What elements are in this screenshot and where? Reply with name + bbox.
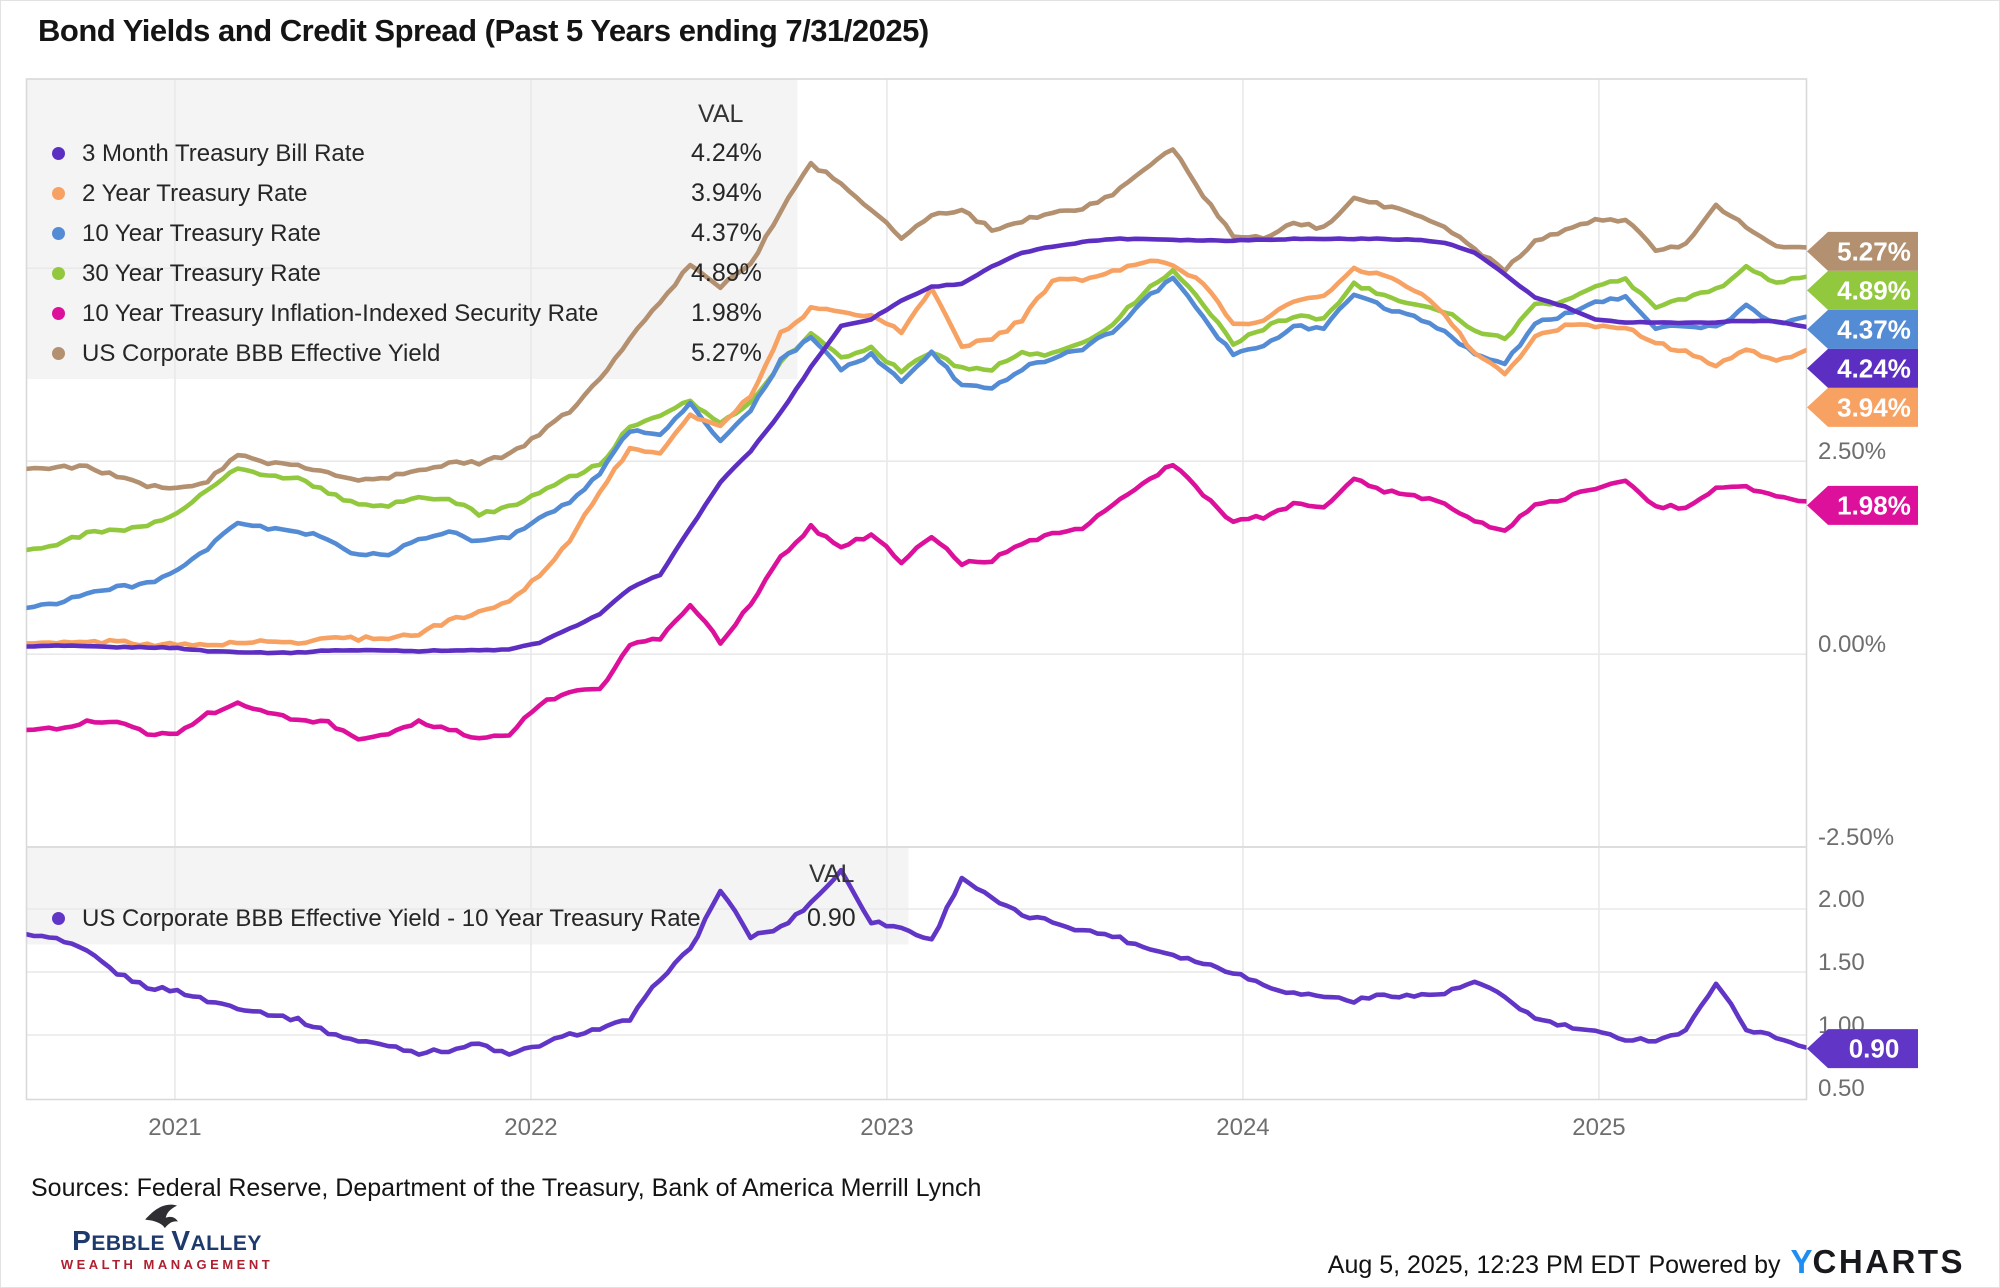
legend-item: 2 Year Treasury Rate 3.94% [26,179,798,207]
legend-bottom-panel: VAL US Corporate BBB Effective Yield - 10… [26,848,908,946]
series-line-1 [26,258,1807,649]
ycharts-y-icon: Y [1790,1243,1813,1280]
value-badge: 0.90 [1807,1029,1918,1069]
plot-frame [25,78,1808,1101]
legend-label: 2 Year Treasury Rate [82,179,308,207]
series-line-0 [26,867,1807,1057]
y-tick-label: 0.00% [1818,631,1886,658]
legend-item: US Corporate BBB Effective Yield 5.27% [26,339,798,367]
y-tick-label: -2.50% [1818,824,1894,851]
series-line-2 [26,275,1807,611]
value-badge: 4.24% [1807,348,1918,388]
page-title: Bond Yields and Credit Spread (Past 5 Ye… [38,13,929,48]
x-tick-label: 2023 [860,1114,913,1141]
legend-label: 3 Month Treasury Bill Rate [82,139,365,167]
timestamp: Aug 5, 2025, 12:23 PM EDT [1327,1251,1641,1279]
series-line-4 [26,462,1807,742]
sources-note: Sources: Federal Reserve, Department of … [31,1174,982,1202]
svg-text:1.98%: 1.98% [1837,490,1911,520]
value-badge: 4.37% [1807,309,1918,349]
value-badge: 4.89% [1807,270,1918,310]
powered-by-label: Powered by [1648,1251,1781,1279]
legend-value: 4.24% [691,139,762,167]
series-line-3 [26,263,1807,553]
svg-text:3.94%: 3.94% [1837,392,1911,422]
brand-letter: V [171,1225,191,1256]
legend-dot-icon [52,227,65,240]
x-tick-label: 2024 [1216,1114,1269,1141]
brand-text: ALLEY [190,1232,262,1255]
value-badge: 1.98% [1807,485,1918,525]
eagle-icon [145,1204,178,1229]
brand-letter: P [72,1225,92,1256]
legend-dot-icon [52,267,65,280]
legend-item: US Corporate BBB Effective Yield - 10 Ye… [26,904,908,932]
legend-val-header: VAL [698,100,744,128]
x-tick-label: 2022 [504,1114,557,1141]
brand-name: PEBBLE VALLEY [49,1225,285,1257]
x-tick-label: 2025 [1572,1114,1625,1141]
legend-value: 3.94% [691,179,762,207]
legend-value: 0.90 [807,904,856,932]
y-tick-label: 1.50 [1818,949,1865,976]
legend-dot-icon [52,912,65,925]
svg-text:4.24%: 4.24% [1837,353,1911,383]
footer-stamp: Aug 5, 2025, 12:23 PM EDT Powered by YCH… [1328,1243,1965,1281]
legend-label: US Corporate BBB Effective Yield - 10 Ye… [82,904,701,932]
ycharts-logo: YCHARTS [1790,1243,1965,1281]
y-tick-label: 2.50% [1818,438,1886,465]
svg-text:4.37%: 4.37% [1837,314,1911,344]
legend-dot-icon [52,347,65,360]
legend-dot-icon [52,147,65,160]
legend-value: 5.27% [691,339,762,367]
legend-item: 30 Year Treasury Rate 4.89% [26,259,798,287]
value-badge: 3.94% [1807,387,1918,427]
legend-value: 4.37% [691,219,762,247]
svg-text:0.90: 0.90 [1849,1034,1900,1064]
svg-text:5.27%: 5.27% [1837,236,1911,266]
legend-top-panel: VAL 3 Month Treasury Bill Rate 4.24% 2 Year… [26,79,798,379]
series-line-5 [26,147,1807,491]
legend-item: 10 Year Treasury Inflation-Indexed Secur… [26,299,798,327]
legend-dot-icon [52,307,65,320]
legend-label: 10 Year Treasury Rate [82,219,321,247]
legend-val-header: VAL [809,860,855,888]
legend-value: 1.98% [691,299,762,327]
legend-dot-icon [52,187,65,200]
brand-subtitle: WEALTH MANAGEMENT [60,1257,274,1272]
ycharts-wordmark: CHARTS [1812,1243,1965,1280]
x-tick-label: 2021 [148,1114,201,1141]
legend-label: US Corporate BBB Effective Yield [82,339,441,367]
legend-bottom-bg [26,847,909,945]
legend-item: 10 Year Treasury Rate 4.37% [26,219,798,247]
legend-label: 10 Year Treasury Inflation-Indexed Secur… [82,299,599,327]
pebble-valley-logo: PEBBLE VALLEY WEALTH MANAGEMENT [45,1199,285,1285]
legend-value: 4.89% [691,259,762,287]
y-tick-label: 2.00 [1818,886,1865,913]
brand-text: EBBLE [91,1232,172,1255]
y-tick-label: 0.50 [1818,1075,1865,1102]
value-badge: 5.27% [1807,231,1918,271]
legend-label: 30 Year Treasury Rate [82,259,321,287]
legend-item: 3 Month Treasury Bill Rate 4.24% [26,139,798,167]
series-line-0 [26,236,1807,656]
svg-text:4.89%: 4.89% [1837,275,1911,305]
legend-top-bg [26,79,798,379]
